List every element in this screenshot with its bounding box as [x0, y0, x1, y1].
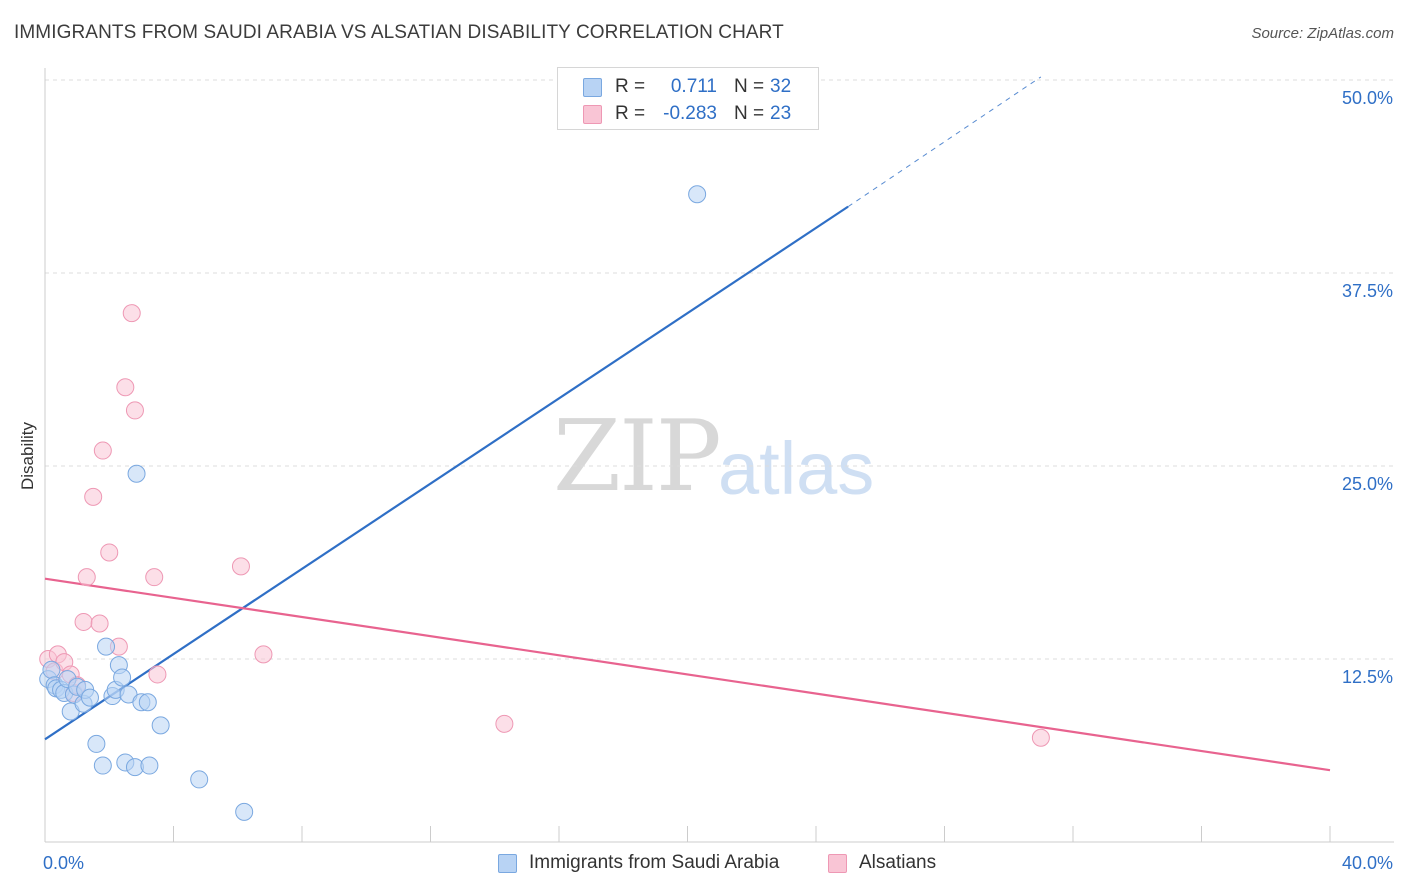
point-saudi-arabia [87, 734, 106, 753]
y-tick-label: 37.5% [1342, 281, 1393, 301]
point-saudi-arabia [93, 756, 112, 775]
y-tick-label: 50.0% [1342, 88, 1393, 108]
legend-row-pink: R = -0.283 N = 23 [558, 101, 818, 127]
n-label: N = [734, 103, 765, 124]
point-alsatians [148, 665, 167, 684]
r-label: R = [615, 103, 646, 124]
point-alsatians [90, 614, 109, 633]
legend-label: Immigrants from Saudi Arabia [529, 852, 780, 873]
source-label: Source: ZipAtlas.com [1251, 25, 1394, 42]
point-saudi-arabia [235, 802, 254, 821]
legend-swatch-blue [583, 78, 602, 97]
chart-title: IMMIGRANTS FROM SAUDI ARABIA VS ALSATIAN… [14, 22, 784, 43]
point-alsatians [254, 645, 273, 664]
r-value: -0.283 [663, 103, 717, 124]
point-alsatians [122, 304, 141, 323]
axis-layer [44, 68, 1394, 843]
y-tick-label: 25.0% [1342, 474, 1393, 494]
point-alsatians [231, 557, 250, 576]
point-saudi-arabia [80, 688, 99, 707]
n-value: 32 [770, 76, 792, 97]
legend-label: Alsatians [859, 852, 937, 873]
watermark-zip: ZIP [553, 400, 722, 514]
point-saudi-arabia [151, 716, 170, 735]
point-alsatians [125, 401, 144, 420]
point-alsatians [495, 714, 514, 733]
n-value: 23 [770, 103, 792, 124]
point-alsatians [100, 543, 119, 562]
trend-layer [44, 76, 1331, 772]
legend-swatch-pink [583, 105, 602, 124]
point-alsatians [77, 568, 96, 587]
r-value: 0.711 [670, 76, 717, 97]
correlation-legend: R = 0.711 N = 32 R = -0.283 N = 23 [557, 67, 819, 130]
point-alsatians [84, 487, 103, 506]
point-saudi-arabia [190, 770, 209, 789]
point-alsatians [1031, 728, 1050, 747]
y-tick-label: 12.5% [1342, 667, 1393, 687]
point-alsatians [145, 568, 164, 587]
trendline-saudi-arabia [44, 205, 849, 741]
x-tick-label-min: 0.0% [43, 853, 84, 873]
point-saudi-arabia [688, 185, 707, 204]
trendline-alsatians [44, 577, 1331, 772]
point-saudi-arabia [97, 637, 116, 656]
r-label: R = [615, 76, 646, 97]
point-saudi-arabia [42, 660, 61, 679]
legend-row-blue: R = 0.711 N = 32 [558, 74, 818, 100]
point-saudi-arabia [140, 756, 159, 775]
points-layer [39, 185, 1050, 821]
trendline-saudi-arabia-extension [847, 76, 1042, 208]
legend-swatch-blue [498, 854, 517, 873]
point-saudi-arabia [127, 464, 146, 483]
tick-label-layer: 12.5% 25.0% 37.5% 50.0% 0.0% 40.0% [43, 88, 1393, 873]
x-tick-label-max: 40.0% [1342, 853, 1393, 873]
watermark-atlas: atlas [718, 427, 875, 510]
legend-swatch-pink [828, 854, 847, 873]
point-alsatians [74, 612, 93, 631]
point-saudi-arabia [138, 693, 157, 712]
point-alsatians [93, 441, 112, 460]
n-label: N = [734, 76, 765, 97]
point-alsatians [116, 378, 135, 397]
series-legend: Immigrants from Saudi Arabia Alsatians [0, 852, 1406, 878]
point-saudi-arabia [113, 668, 132, 687]
